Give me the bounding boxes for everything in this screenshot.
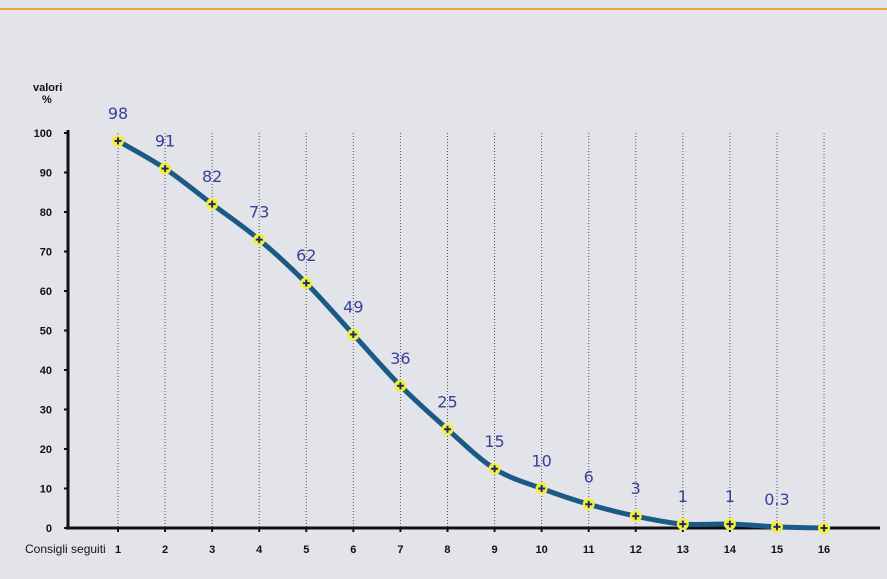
data-label-11: 6 [584,467,594,486]
y-tick-label-40: 40 [40,365,52,377]
data-label-15: 0.3 [764,490,789,509]
data-point-16 [818,522,831,534]
x-tick-label-6: 6 [350,544,356,556]
x-tick-label-4: 4 [256,544,263,556]
data-label-13: 1 [678,487,688,506]
data-point-15 [770,520,783,533]
axes [64,130,880,532]
y-tick-labels: 0 10 20 30 40 50 60 70 80 90 100 [34,128,52,535]
data-point-6 [347,328,360,341]
y-tick-label-100: 100 [34,128,52,140]
data-label-7: 36 [390,349,410,368]
x-tick-labels: 1 2 3 4 5 6 7 8 9 10 11 12 13 14 15 16 [115,544,830,556]
data-label-14: 1 [725,487,735,506]
x-tick-label-16: 16 [818,544,830,556]
x-axis-label: Consigli seguiti [25,542,106,556]
data-point-13 [676,518,689,531]
data-point-5 [300,277,313,290]
data-label-3: 82 [202,167,222,186]
data-label-4: 73 [249,203,269,222]
data-point-10 [535,482,548,495]
data-label-10: 10 [531,452,551,471]
x-tick-label-15: 15 [771,544,783,556]
x-tick-label-9: 9 [491,544,497,556]
x-tick-label-7: 7 [397,544,403,556]
data-point-1 [112,134,124,147]
y-tick-label-0: 0 [46,523,52,535]
data-point-7 [394,379,407,392]
x-tick-label-13: 13 [677,544,689,556]
data-point-8 [441,423,454,436]
x-tick-label-1: 1 [115,544,121,556]
y-axis-label-line1: valori [33,82,62,94]
data-point-4 [253,233,266,246]
data-label-12: 3 [631,479,641,498]
data-label-5: 62 [296,246,316,265]
y-tick-label-20: 20 [40,444,52,456]
y-tick-label-80: 80 [40,207,52,219]
x-tick-label-3: 3 [209,544,215,556]
y-tick-label-60: 60 [40,286,52,298]
data-points [112,134,831,534]
data-point-11 [582,498,595,511]
x-tick-label-2: 2 [162,544,168,556]
series-path [115,138,827,531]
x-tick-label-11: 11 [583,544,595,556]
x-tick-label-10: 10 [536,544,548,556]
data-label-6: 49 [343,297,363,316]
y-tick-label-90: 90 [40,168,52,180]
y-tick-label-30: 30 [40,405,52,417]
x-tick-label-12: 12 [630,544,642,556]
data-point-14 [723,518,736,531]
y-tick-label-70: 70 [40,247,52,259]
top-accent-rule [0,8,887,10]
data-labels: 98 91 82 73 62 49 36 25 15 10 6 3 1 1 0.3 [108,104,790,509]
data-label-8: 25 [437,392,457,411]
y-tick-label-50: 50 [40,326,52,338]
y-tick-label-10: 10 [40,484,52,496]
data-label-2: 91 [155,132,175,151]
series-line [115,138,827,531]
x-tick-label-5: 5 [303,544,309,556]
x-tick-label-8: 8 [444,544,450,556]
data-point-3 [206,198,219,211]
data-point-9 [488,462,501,475]
data-label-9: 15 [484,432,504,451]
x-tick-label-14: 14 [724,544,737,556]
vertical-gridlines [117,133,825,528]
data-point-2 [159,162,172,175]
data-label-1: 98 [108,104,128,123]
y-axis-label-line2: % [42,94,52,106]
data-point-12 [629,510,642,523]
